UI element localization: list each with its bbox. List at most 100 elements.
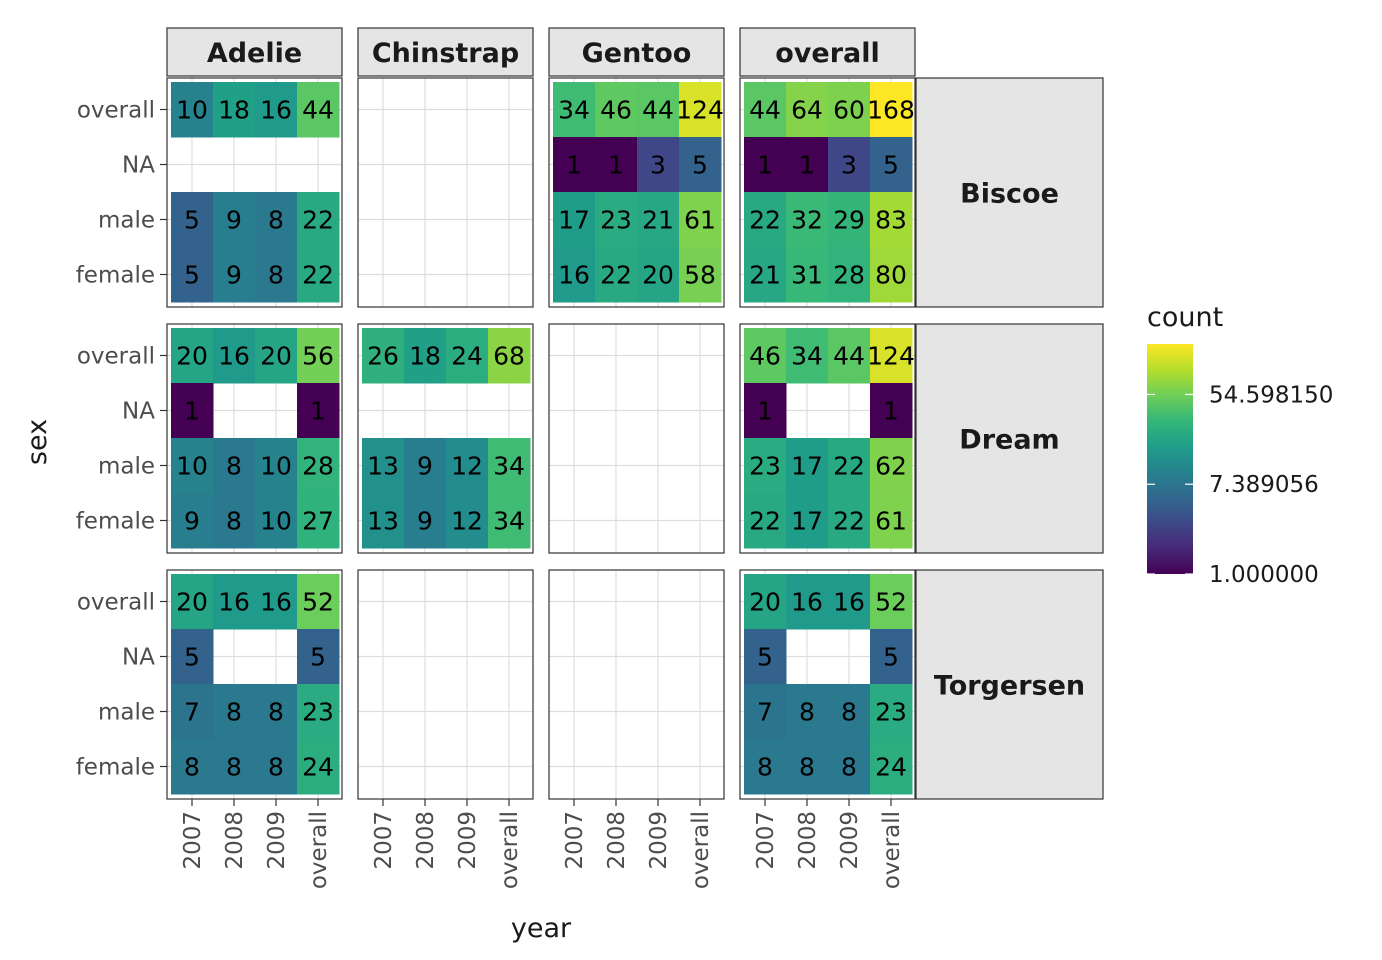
heatmap-cell [255,493,298,549]
heatmap-cell [213,247,256,303]
legend-break-label: 7.389056 [1209,472,1319,498]
cell-label: 61 [684,206,716,235]
cell-label: 23 [875,698,907,727]
strip-row-biscoe: Biscoe [915,77,1104,308]
cell-label: 124 [676,96,724,125]
panel-torgersen-adelie: 20 16 16 525 57 8 8 238 8 8 24 [166,569,343,800]
heatmap-cell [637,192,680,248]
heatmap-cell [171,684,214,740]
panel-border [166,323,343,554]
heatmap-cell [446,438,489,494]
heatmap-cell [870,137,913,193]
heatmap-cell [297,328,340,384]
heatmap-cell [870,629,913,685]
panel-border [357,569,534,800]
cell-label: 21 [749,261,781,290]
cell-label: 17 [791,452,823,481]
cell-label: 29 [833,206,865,235]
panel-border [739,569,916,800]
heatmap-cell [870,383,913,439]
heatmap-cell [637,82,680,138]
heatmap-cell [679,192,722,248]
heatmap-cell [870,684,913,740]
heatmap-cell [828,192,871,248]
cell-label: 22 [302,261,334,290]
cell-label: 168 [867,96,915,125]
cell-label: 9 [226,206,242,235]
heatmap-cell [171,328,214,384]
heatmap-cell [213,493,256,549]
cell-label: 16 [260,588,292,617]
strip-label: Dream [959,425,1059,456]
heatmap-cell [595,192,638,248]
heatmap-cell [595,82,638,138]
cell-label: 24 [451,342,483,371]
panel-border [166,569,343,800]
heatmap-cell [870,574,913,630]
cell-label: 10 [260,507,292,536]
heatmap-cell [870,438,913,494]
heatmap-cell [297,82,340,138]
panel-background [358,78,533,307]
panel-torgersen-chinstrap [357,569,534,800]
cell-label: 20 [260,342,292,371]
cell-label: 1 [310,397,326,426]
y-tick-label: NA [122,153,155,179]
cell-label: 5 [184,261,200,290]
cell-label: 23 [600,206,632,235]
panel-border [739,323,916,554]
heatmap-cell [297,739,340,795]
strip-col-adelie: Adelie [166,27,343,77]
heatmap-cell [744,629,787,685]
x-tick-label: 2009 [455,811,481,870]
cell-label: 1 [883,397,899,426]
cell-label: 8 [268,261,284,290]
heatmap-cell [171,192,214,248]
heatmap-cell [828,493,871,549]
legend-break-label: 1.000000 [1209,562,1319,588]
x-axis-title: year [511,913,572,944]
strip-background [548,27,725,77]
x-tick-label: overall [688,811,714,889]
strip-col-chinstrap: Chinstrap [357,27,534,77]
heatmap-cell [744,493,787,549]
heatmap-cell [297,383,340,439]
panel-dream-chinstrap: 26 18 24 68 13 9 12 34 13 9 12 34 [357,323,534,554]
strip-background [915,323,1104,554]
heatmap-cell [870,493,913,549]
x-tick-label: 2009 [837,811,863,870]
cell-label: 83 [875,206,907,235]
strip-label: Adelie [207,38,302,69]
cell-label: 5 [692,151,708,180]
cell-label: 9 [417,452,433,481]
y-tick-label: overall [77,344,155,370]
cell-label: 27 [302,507,334,536]
cell-label: 8 [226,753,242,782]
heatmap-cell [171,383,214,439]
heatmap-cell [828,137,871,193]
x-tick-label: 2008 [222,811,248,870]
cell-label: 16 [218,588,250,617]
cell-label: 16 [833,588,865,617]
x-tick-label: 2007 [562,811,588,870]
cell-label: 16 [260,96,292,125]
cell-label: 23 [749,452,781,481]
panel-border [548,323,725,554]
y-tick-label: NA [122,399,155,425]
cell-label: 8 [799,698,815,727]
cell-label: 8 [268,753,284,782]
heatmap-cell [213,574,256,630]
cell-label: 10 [176,452,208,481]
panel-border [548,77,725,308]
cell-label: 8 [268,698,284,727]
heatmap-cell [786,574,829,630]
y-tick-label: male [98,208,155,234]
heatmap-cell [870,192,913,248]
panel-border [166,77,343,308]
cell-label: 5 [310,643,326,672]
heatmap-cell [553,82,596,138]
heatmap-cell [744,247,787,303]
heatmap-cell [171,739,214,795]
cell-label: 1 [184,397,200,426]
axes-layer: overall NA male female overall NA male female ov… [76,98,905,890]
